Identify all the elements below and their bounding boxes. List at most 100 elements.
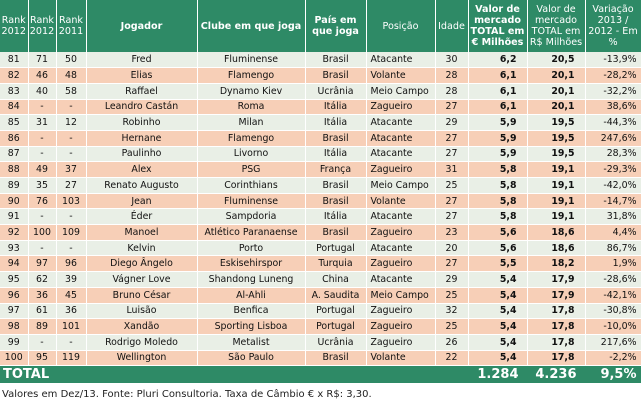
cell-rank-2011: 12 (56, 114, 87, 131)
cell-variation: -2,2% (585, 350, 641, 367)
cell-position: Zagueiro (366, 99, 436, 116)
cell-rank-2011: - (56, 240, 87, 257)
cell-value-brl: 17,9 (527, 287, 586, 304)
table-row: 91- - Éder Sampdoria Itália Atacante 27 5,8 19,1… (0, 208, 641, 226)
cell-value-eur: 5,9 (468, 114, 528, 131)
cell-value-brl: 17,8 (527, 318, 586, 335)
cell-player: Luisão (86, 303, 198, 320)
cell-value-eur: 5,9 (468, 130, 528, 147)
cell-rank-2011: 48 (56, 67, 87, 84)
cell-club: Milan (197, 114, 306, 131)
cell-position: Atacante (366, 52, 436, 69)
cell-position: Meio Campo (366, 83, 436, 100)
cell-country: França (305, 161, 367, 178)
cell-rank-2011: 101 (56, 318, 87, 335)
cell-rank-2012-a: 99 (0, 334, 29, 351)
cell-rank-2011: - (56, 146, 87, 163)
cell-value-eur: 5,4 (468, 271, 528, 288)
cell-value-brl: 19,1 (527, 208, 586, 226)
table-row: 100 95 119 Wellington São Paulo Brasil Volante… (0, 350, 641, 367)
cell-rank-2012-b: 36 (28, 287, 57, 304)
cell-club: Fluminense (197, 52, 306, 69)
cell-rank-2012-b: 31 (28, 114, 57, 131)
cell-club: Dynamo Kiev (197, 83, 306, 100)
cell-age: 25 (435, 177, 469, 194)
cell-position: Zagueiro (366, 334, 436, 351)
cell-club: Corinthians (197, 177, 306, 194)
table-row: 88 49 37 Alex PSG França Zagueiro 31 5,8 19,1 -29,… (0, 161, 641, 178)
cell-country: Portugal (305, 318, 367, 335)
cell-club: PSG (197, 161, 306, 178)
cell-player: Vágner Love (86, 271, 198, 288)
total-row: TOTAL 1.284 4.236 9,5% (0, 365, 641, 383)
cell-club: Sporting Lisboa (197, 318, 306, 335)
cell-value-eur: 5,9 (468, 146, 528, 163)
cell-rank-2011: 103 (56, 193, 87, 210)
cell-player: Alex (86, 161, 198, 178)
cell-position: Volante (366, 193, 436, 210)
cell-position: Atacante (366, 146, 436, 163)
cell-position: Atacante (366, 130, 436, 147)
table-row: 86- - Hernane Flamengo Brasil Atacante 27 5,9 19… (0, 130, 641, 147)
cell-country: Ucrânia (305, 83, 367, 100)
cell-country: Brasil (305, 224, 367, 241)
cell-position: Atacante (366, 240, 436, 257)
cell-variation: 1,9% (585, 255, 641, 273)
cell-variation: -30,8% (585, 303, 641, 320)
cell-variation: 217,6% (585, 334, 641, 351)
cell-position: Zagueiro (366, 318, 436, 335)
cell-country: Itália (305, 146, 367, 163)
cell-rank-2012-a: 95 (0, 271, 29, 288)
cell-value-brl: 20,1 (527, 99, 586, 116)
cell-variation: -28,2% (585, 67, 641, 84)
cell-rank-2012-b: - (28, 208, 57, 226)
cell-club: São Paulo (197, 350, 306, 367)
cell-value-eur: 5,4 (468, 303, 528, 320)
table-row: 85 31 12 Robinho Milan Itália Atacante 29 5,9 19,… (0, 114, 641, 131)
cell-rank-2012-a: 86 (0, 130, 29, 147)
table-row: 98 89 101 Xandão Sporting Lisboa Portugal Zagu… (0, 318, 641, 335)
cell-club: Sampdoria (197, 208, 306, 226)
cell-position: Zagueiro (366, 161, 436, 178)
cell-variation: 247,6% (585, 130, 641, 147)
cell-age: 27 (435, 255, 469, 273)
cell-position: Zagueiro (366, 255, 436, 273)
cell-country: Brasil (305, 52, 367, 69)
cell-rank-2012-a: 100 (0, 350, 29, 367)
header-club: Clube em que joga (197, 0, 306, 52)
cell-value-brl: 19,5 (527, 146, 586, 163)
cell-club: Livorno (197, 146, 306, 163)
cell-age: 27 (435, 146, 469, 163)
cell-value-brl: 18,6 (527, 224, 586, 241)
table-row: 92 100 109 Manoel Atlético Paranaense Brasil Z… (0, 224, 641, 241)
cell-value-brl: 19,5 (527, 130, 586, 147)
total-eur: 1.284 (468, 365, 528, 383)
total-brl: 4.236 (527, 365, 586, 383)
cell-rank-2012-b: 62 (28, 271, 57, 288)
cell-age: 31 (435, 161, 469, 178)
cell-club: Metalist (197, 334, 306, 351)
header-rank-2012-a: Rank 2012 (0, 0, 29, 52)
table-row: 99- - Rodrigo Moledo Metalist Ucrânia Zagueir… (0, 334, 641, 351)
cell-player: Wellington (86, 350, 198, 367)
cell-age: 27 (435, 99, 469, 116)
cell-value-eur: 5,4 (468, 334, 528, 351)
table-row: 84- - Leandro Castán Roma Itália Zagueiro 27 6,… (0, 99, 641, 116)
cell-value-eur: 5,4 (468, 318, 528, 335)
cell-variation: -14,7% (585, 193, 641, 210)
cell-age: 27 (435, 130, 469, 147)
cell-variation: 38,6% (585, 99, 641, 116)
cell-country: Itália (305, 208, 367, 226)
cell-rank-2012-a: 91 (0, 208, 29, 226)
total-label: TOTAL (0, 365, 469, 383)
cell-rank-2011: 39 (56, 271, 87, 288)
cell-rank-2011: 50 (56, 52, 87, 69)
cell-position: Atacante (366, 271, 436, 288)
cell-player: Renato Augusto (86, 177, 198, 194)
cell-rank-2012-b: 76 (28, 193, 57, 210)
cell-age: 22 (435, 350, 469, 367)
cell-player: Manoel (86, 224, 198, 241)
cell-rank-2012-b: 46 (28, 67, 57, 84)
cell-variation: 86,7% (585, 240, 641, 257)
